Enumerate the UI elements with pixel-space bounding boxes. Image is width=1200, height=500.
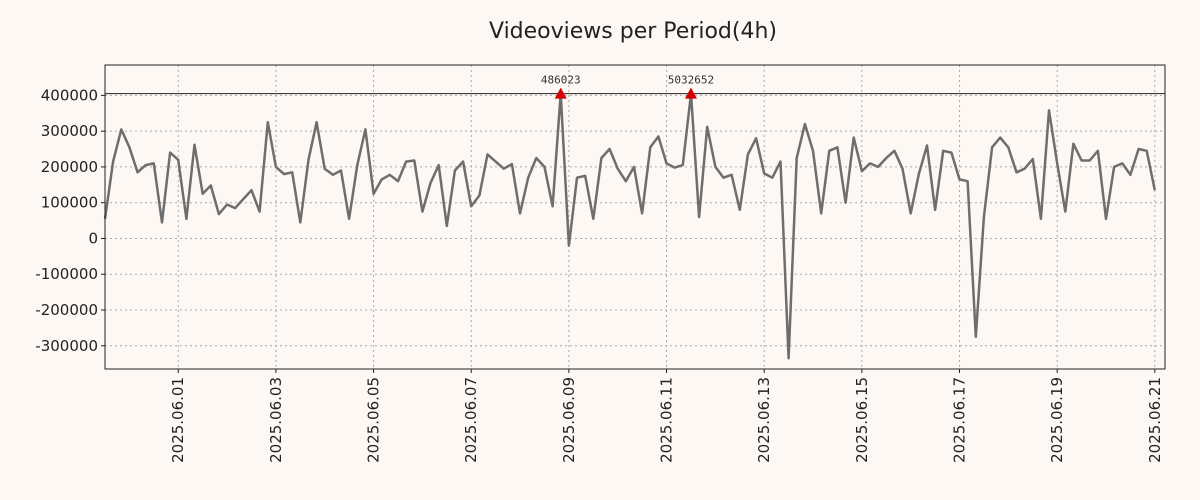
x-tick-label: 2025.06.19 bbox=[1048, 377, 1066, 463]
x-tick-label: 2025.06.15 bbox=[853, 377, 871, 463]
series-line bbox=[103, 92, 1157, 360]
x-tick-label: 2025.06.03 bbox=[267, 377, 285, 463]
x-tick-label: 2025.06.13 bbox=[755, 377, 773, 463]
annotation-label: 5032652 bbox=[668, 74, 714, 87]
annotation-marker bbox=[684, 87, 697, 99]
y-tick-label: 100000 bbox=[41, 194, 98, 212]
y-tick-label: 400000 bbox=[41, 86, 98, 104]
grid-lines bbox=[105, 65, 1165, 369]
x-tick-label: 2025.06.17 bbox=[951, 377, 969, 463]
x-tick-label: 2025.06.01 bbox=[169, 377, 187, 463]
x-tick-label: 2025.06.21 bbox=[1146, 377, 1164, 463]
y-axis-ticks: 400000 300000 200000 100000 0 -100000 -200000 -… bbox=[35, 86, 105, 355]
annotation-group: 486023 5032652 bbox=[541, 74, 714, 99]
x-tick-label: 2025.06.05 bbox=[365, 377, 383, 463]
annotation-marker bbox=[554, 87, 567, 99]
y-tick-label: -100000 bbox=[35, 265, 98, 283]
x-tick-label: 2025.06.09 bbox=[560, 377, 578, 463]
plot-frame bbox=[104, 64, 1166, 370]
x-tick-label: 2025.06.07 bbox=[462, 377, 480, 463]
y-tick-label: 0 bbox=[88, 229, 98, 247]
annotation-label: 486023 bbox=[541, 74, 581, 87]
x-tick-label: 2025.06.11 bbox=[658, 377, 676, 463]
series-group bbox=[103, 92, 1157, 360]
chart-title: Videoviews per Period(4h) bbox=[489, 19, 777, 44]
y-tick-label: 200000 bbox=[41, 158, 98, 176]
y-tick-label: 300000 bbox=[41, 122, 98, 140]
y-tick-label: -300000 bbox=[35, 337, 98, 355]
x-axis-ticks: 2025.06.01 2025.06.03 2025.06.05 2025.06.07… bbox=[169, 369, 1164, 463]
y-tick-label: -200000 bbox=[35, 301, 98, 319]
